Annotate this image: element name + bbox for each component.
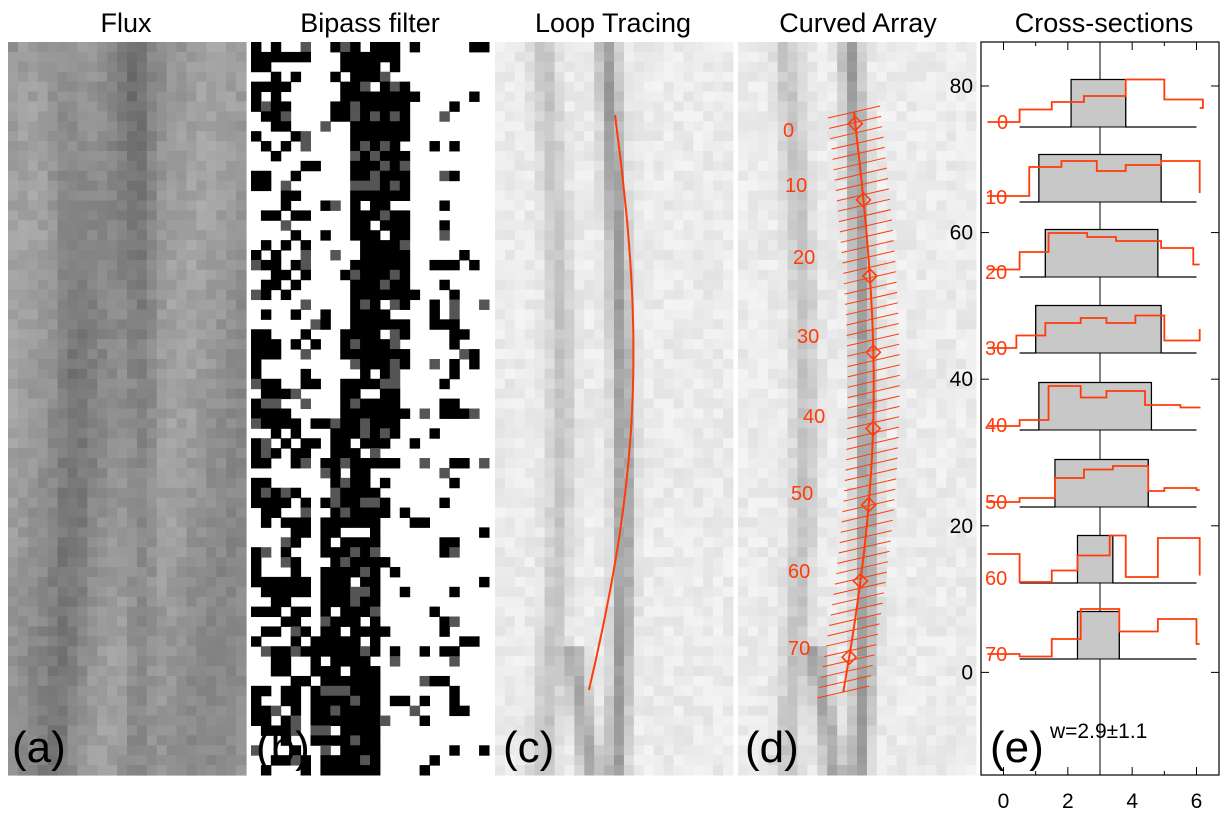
position-marker <box>865 344 882 361</box>
section-label: 0 <box>997 112 1008 134</box>
position-marker <box>847 115 864 132</box>
y-tick-label: 40 <box>950 368 973 391</box>
position-marker <box>841 649 858 666</box>
x-tick-label: 0 <box>998 790 1010 813</box>
y-tick-label: 0 <box>961 661 973 684</box>
fit-profile <box>1019 304 1197 354</box>
panel-a-label: (a) <box>12 723 66 772</box>
section-label: 30 <box>985 338 1007 360</box>
section-label: 10 <box>985 187 1007 209</box>
position-marker <box>861 267 878 285</box>
observed-profile <box>987 314 1201 349</box>
fit-box <box>1038 154 1162 203</box>
fit-profile <box>1019 78 1197 128</box>
fit-box <box>1035 305 1162 354</box>
panel-b-bipass-image <box>251 42 490 776</box>
panel-b-label: (b) <box>256 723 310 772</box>
panel-c-loop-tracing-image <box>495 42 734 776</box>
observed-profile <box>987 465 1200 503</box>
position-marker <box>855 191 872 208</box>
fit-profile <box>1019 228 1197 278</box>
panel-e-title: Cross-sections <box>1015 8 1194 38</box>
observed-profile <box>987 78 1204 123</box>
position-label: 30 <box>797 326 819 348</box>
section-label: 60 <box>985 568 1007 590</box>
panel-d-label: (d) <box>745 723 799 772</box>
panel-a-title: Flux <box>100 8 152 38</box>
section-label: 50 <box>985 492 1007 514</box>
x-tick-label: 6 <box>1191 790 1203 813</box>
fit-profile <box>1019 534 1197 584</box>
fit-box <box>1076 611 1120 660</box>
fit-profile <box>1019 458 1197 508</box>
loop-axis-line <box>842 111 875 693</box>
fit-profile <box>1019 153 1197 203</box>
fit-profile <box>1019 381 1197 431</box>
position-label: 10 <box>785 175 807 197</box>
panel-c-label: (c) <box>503 723 554 772</box>
x-tick-label: 4 <box>1126 790 1138 813</box>
width-annotation: w=2.9±1.1 <box>1049 720 1147 743</box>
panel-b-title: Bipass filter <box>300 8 440 38</box>
observed-profile <box>987 385 1201 427</box>
section-label: 20 <box>985 262 1007 284</box>
observed-profile <box>987 534 1201 583</box>
position-label: 50 <box>791 483 813 505</box>
position-label: 0 <box>783 120 794 142</box>
position-label: 70 <box>788 638 810 660</box>
position-marker <box>860 496 877 513</box>
fit-profile <box>1019 610 1197 660</box>
panel-d-curved-array-image: 0 10 20 30 40 50 60 70 0 20 40 60 80 <box>738 42 977 776</box>
section-label: 40 <box>985 415 1007 437</box>
panel-c-title: Loop Tracing <box>535 8 691 38</box>
observed-profile <box>987 232 1200 271</box>
observed-profile <box>987 608 1200 658</box>
position-label: 60 <box>788 561 810 583</box>
position-label: 40 <box>803 406 825 428</box>
position-marker <box>864 420 882 437</box>
fit-box <box>1038 382 1152 431</box>
fit-box <box>1070 79 1127 128</box>
panel-a-flux-image <box>8 42 247 776</box>
panel-d-title: Curved Array <box>779 8 937 38</box>
position-marker <box>852 572 869 590</box>
panel-e-label: (e) <box>990 723 1044 772</box>
traced-loop-line <box>587 114 635 691</box>
y-tick-label: 60 <box>950 222 973 245</box>
position-label: 20 <box>793 247 815 269</box>
x-tick-label: 2 <box>1062 790 1074 813</box>
y-tick-label: 80 <box>950 75 973 98</box>
section-label: 70 <box>985 644 1007 666</box>
y-tick-label: 20 <box>950 515 973 538</box>
observed-profile <box>987 160 1201 197</box>
fit-box <box>1076 535 1114 584</box>
